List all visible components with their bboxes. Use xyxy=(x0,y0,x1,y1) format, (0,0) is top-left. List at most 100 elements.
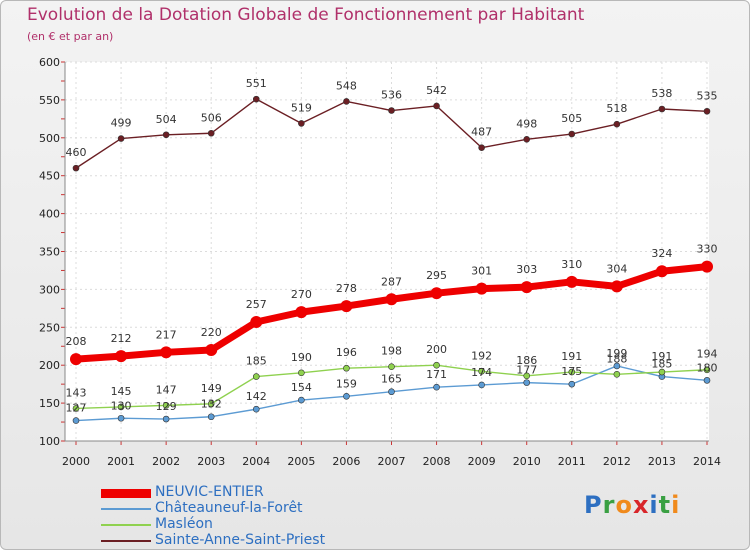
data-label: 498 xyxy=(516,117,537,130)
data-point xyxy=(613,120,621,128)
data-point xyxy=(343,98,350,105)
data-point xyxy=(72,405,80,412)
data-label: 504 xyxy=(156,113,177,126)
data-label: 190 xyxy=(291,351,312,364)
data-label: 147 xyxy=(156,383,177,396)
data-label: 188 xyxy=(606,352,627,365)
data-label: 142 xyxy=(246,390,267,403)
data-point xyxy=(207,129,215,137)
data-label: 303 xyxy=(516,263,537,276)
data-point xyxy=(298,396,305,404)
data-label: 217 xyxy=(156,328,177,341)
y-tick-label: 150 xyxy=(39,397,60,410)
x-tick-label: 2010 xyxy=(513,455,541,468)
data-label: 535 xyxy=(697,89,718,102)
data-label: 220 xyxy=(201,326,222,339)
logo-letter: r xyxy=(602,491,616,519)
legend-label: Châteauneuf-la-Forêt xyxy=(155,500,303,516)
data-point xyxy=(703,377,711,384)
data-label: 551 xyxy=(246,77,267,90)
data-point xyxy=(475,282,488,295)
y-tick-label: 250 xyxy=(39,321,60,334)
logo-letter: i xyxy=(649,491,659,519)
x-tick-label: 2009 xyxy=(468,455,496,468)
data-point xyxy=(568,130,576,138)
data-label: 174 xyxy=(471,366,492,379)
logo-letter: P xyxy=(584,491,603,519)
data-point xyxy=(207,413,215,421)
data-label: 499 xyxy=(111,117,132,130)
data-point xyxy=(610,280,623,293)
data-label: 295 xyxy=(426,269,447,282)
data-point xyxy=(72,417,80,424)
data-label: 538 xyxy=(651,87,672,100)
data-label: 191 xyxy=(561,350,582,363)
data-label: 506 xyxy=(201,111,222,124)
data-point xyxy=(252,95,260,103)
x-tick-label: 2008 xyxy=(423,455,451,468)
data-point xyxy=(298,120,305,127)
data-label: 175 xyxy=(561,365,582,378)
data-label: 460 xyxy=(66,146,87,159)
x-tick-label: 2013 xyxy=(648,455,676,468)
data-point xyxy=(117,403,125,411)
data-label: 278 xyxy=(336,282,357,295)
data-point xyxy=(388,107,395,114)
data-label: 257 xyxy=(246,298,267,311)
data-point xyxy=(433,383,440,391)
legend-swatch xyxy=(101,488,151,498)
data-label: 487 xyxy=(471,126,492,139)
data-point xyxy=(613,370,621,378)
data-point xyxy=(523,136,531,143)
data-point xyxy=(478,144,485,151)
data-label: 145 xyxy=(111,385,132,398)
data-point xyxy=(205,344,218,357)
y-tick-label: 300 xyxy=(39,283,60,296)
y-tick-label: 600 xyxy=(39,56,60,69)
data-label: 192 xyxy=(471,349,492,362)
data-label: 212 xyxy=(111,332,132,345)
data-label: 191 xyxy=(651,350,672,363)
data-label: 542 xyxy=(426,84,447,97)
data-point xyxy=(70,353,82,366)
data-point xyxy=(433,361,440,369)
data-label: 149 xyxy=(201,382,222,395)
data-point xyxy=(430,287,443,300)
data-point xyxy=(160,346,173,359)
data-point xyxy=(703,366,711,374)
x-tick-label: 2007 xyxy=(378,455,406,468)
data-point xyxy=(520,281,533,294)
data-label: 194 xyxy=(697,348,718,361)
data-point xyxy=(117,135,125,142)
data-label: 143 xyxy=(66,386,87,399)
data-label: 154 xyxy=(291,381,312,394)
x-tick-label: 2006 xyxy=(332,455,360,468)
data-point xyxy=(655,265,668,278)
data-label: 159 xyxy=(336,377,357,390)
y-tick-label: 500 xyxy=(39,132,60,145)
data-point xyxy=(162,415,170,423)
data-label: 310 xyxy=(561,258,582,271)
legend-swatch xyxy=(101,540,151,542)
logo-letter: o xyxy=(615,491,633,519)
data-label: 304 xyxy=(606,262,627,275)
x-tick-label: 2004 xyxy=(242,455,270,468)
data-point xyxy=(388,388,395,396)
y-tick-label: 400 xyxy=(39,208,60,221)
data-point xyxy=(658,368,666,376)
data-point xyxy=(568,368,576,376)
data-label: 301 xyxy=(471,265,492,278)
x-tick-label: 2005 xyxy=(287,455,315,468)
data-point xyxy=(207,400,215,408)
data-point xyxy=(162,131,170,139)
y-tick-label: 550 xyxy=(39,94,60,107)
data-label: 177 xyxy=(516,364,537,377)
data-label: 519 xyxy=(291,101,312,114)
data-point xyxy=(565,275,578,288)
data-label: 270 xyxy=(291,288,312,301)
data-point xyxy=(117,414,125,422)
data-label: 130 xyxy=(111,399,132,412)
data-point xyxy=(115,350,128,363)
data-label: 330 xyxy=(697,243,718,256)
